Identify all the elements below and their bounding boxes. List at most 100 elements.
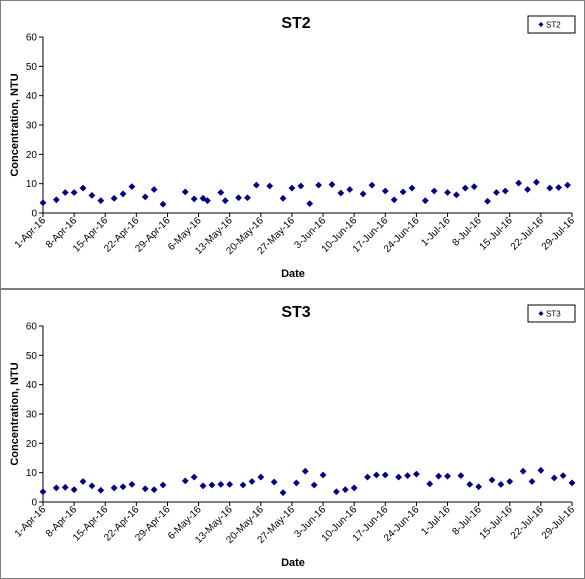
data-point xyxy=(395,473,403,481)
data-point xyxy=(88,192,96,199)
series-st2 xyxy=(39,178,571,208)
legend-label: ST2 xyxy=(546,21,561,30)
x-tick-label: 29-Jul-16 xyxy=(540,215,578,253)
data-point xyxy=(208,481,216,489)
data-point xyxy=(248,478,256,485)
data-point xyxy=(301,467,309,475)
data-point xyxy=(533,178,540,186)
data-point xyxy=(310,481,318,489)
chart-panel-st3: ST3 0 10 20 30 40 50 60 1-Apr-16 8-Apr-16 15-Apr-1… xyxy=(0,289,585,579)
data-point xyxy=(453,191,460,199)
data-point xyxy=(39,199,47,207)
x-tick-label: 1-Apr-16 xyxy=(13,215,49,251)
x-axis-label: Date xyxy=(281,268,305,280)
data-point xyxy=(373,471,380,479)
x-tick-label: 1-Jul-16 xyxy=(419,215,453,249)
data-point xyxy=(292,479,300,487)
data-point xyxy=(550,474,558,482)
data-point xyxy=(537,466,545,474)
data-point xyxy=(266,182,274,190)
series-st3 xyxy=(39,466,576,497)
x-tick-label: 1-Jul-16 xyxy=(419,504,453,538)
data-point xyxy=(70,189,78,196)
y-tick-label: 40 xyxy=(26,380,38,391)
data-point xyxy=(252,181,260,189)
data-point xyxy=(319,471,327,479)
data-point xyxy=(368,181,376,189)
data-point xyxy=(568,479,576,487)
data-point xyxy=(421,197,429,205)
data-point xyxy=(390,196,398,204)
data-point xyxy=(484,197,491,205)
data-point xyxy=(79,478,87,485)
data-point xyxy=(110,194,118,202)
legend-label: ST3 xyxy=(546,310,561,319)
data-point xyxy=(408,184,416,192)
data-point xyxy=(337,189,345,197)
y-tick-label: 60 xyxy=(26,322,38,333)
data-point xyxy=(461,184,469,192)
y-tick-label: 10 xyxy=(26,179,38,190)
data-point xyxy=(221,197,229,205)
data-point xyxy=(346,186,354,193)
legend-box xyxy=(527,15,576,34)
data-point xyxy=(88,482,96,490)
data-point xyxy=(359,190,367,198)
data-point xyxy=(141,485,149,493)
data-point xyxy=(430,187,438,195)
y-tick-label: 30 xyxy=(26,121,38,132)
data-point xyxy=(235,194,242,202)
data-point xyxy=(426,480,434,488)
data-point xyxy=(381,187,389,195)
data-point xyxy=(528,478,536,485)
data-point xyxy=(506,478,514,485)
y-tick-label: 30 xyxy=(26,410,38,421)
data-point xyxy=(332,488,340,496)
data-point xyxy=(79,184,87,192)
data-point xyxy=(244,194,251,202)
data-point xyxy=(341,486,349,494)
data-point xyxy=(52,196,60,204)
data-point xyxy=(466,481,474,488)
data-point xyxy=(493,189,500,196)
data-point xyxy=(404,472,411,479)
x-tick-label: 1-Apr-16 xyxy=(13,504,49,540)
data-point xyxy=(150,486,158,494)
data-point xyxy=(150,186,158,193)
data-point xyxy=(226,481,234,488)
data-point xyxy=(328,181,336,188)
data-point xyxy=(306,200,314,208)
data-point xyxy=(217,481,225,488)
chart-panel-st2: ST2 0 10 20 30 40 50 60 1-Apr-16 8-Apr-16 15-Apr-1… xyxy=(0,0,585,289)
chart-title: ST2 xyxy=(281,15,310,32)
data-point xyxy=(413,470,420,478)
data-point xyxy=(444,189,451,196)
data-point xyxy=(110,484,118,492)
data-point xyxy=(399,188,407,196)
data-point xyxy=(497,481,505,488)
legend: ST3 xyxy=(527,304,576,323)
y-tick-label: 0 xyxy=(31,498,37,509)
legend: ST2 xyxy=(527,15,576,34)
data-point xyxy=(519,467,527,475)
data-point xyxy=(315,181,323,189)
data-point xyxy=(457,472,465,479)
y-tick-label: 50 xyxy=(26,62,38,73)
chart-st3: ST301020304050601-Apr-168-Apr-1615-Apr-1… xyxy=(9,304,577,569)
data-point xyxy=(119,190,127,198)
legend-marker-icon xyxy=(538,311,544,316)
data-point xyxy=(119,483,127,491)
data-point xyxy=(128,183,136,190)
y-axis-label: Concentration, NTU xyxy=(9,362,21,465)
data-point xyxy=(475,483,483,491)
data-point xyxy=(39,488,47,496)
legend-marker-icon xyxy=(538,22,544,27)
data-point xyxy=(559,472,567,479)
data-point xyxy=(435,472,443,480)
data-point xyxy=(381,471,389,479)
data-point xyxy=(199,482,207,490)
data-point xyxy=(470,183,478,190)
data-point xyxy=(204,197,211,205)
data-point xyxy=(515,179,523,187)
data-point xyxy=(70,486,78,494)
